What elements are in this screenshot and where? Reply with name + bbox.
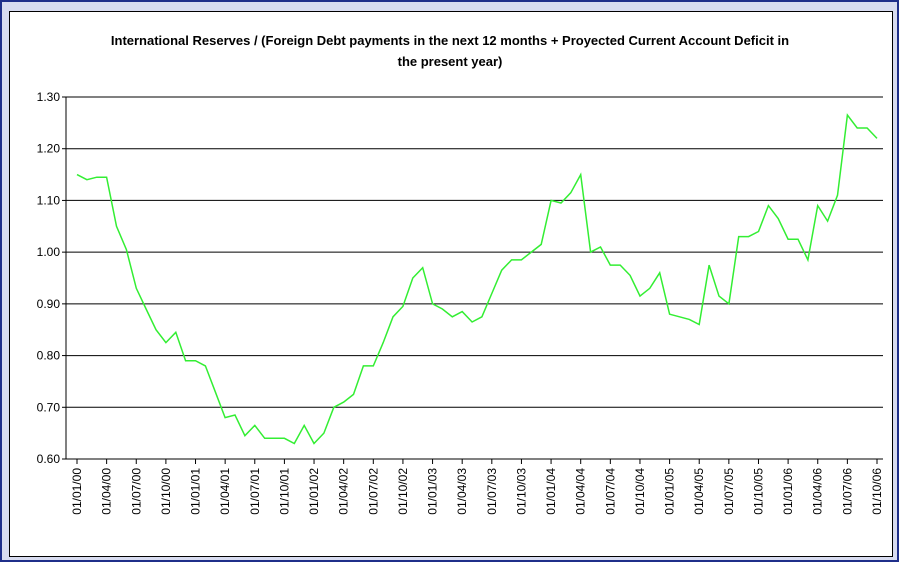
- data-line: [76, 113, 878, 445]
- x-tick-label: 01/07/04: [603, 468, 617, 515]
- chart-title: International Reserves / (Foreign Debt p…: [110, 33, 790, 69]
- x-tick-label: 01/07/05: [722, 468, 736, 515]
- x-tick-label: 01/07/03: [485, 468, 499, 515]
- x-tick-label: 01/07/02: [366, 468, 380, 515]
- x-tick-label: 01/01/02: [307, 468, 321, 515]
- x-tick-label: 01/10/06: [870, 468, 884, 515]
- chart-panel: [9, 11, 893, 557]
- x-tick-label: 01/01/04: [544, 468, 558, 515]
- x-tick-label: 01/04/00: [100, 468, 114, 515]
- x-tick-label: 01/10/00: [159, 468, 173, 515]
- x-tick-label: 01/04/04: [574, 468, 588, 515]
- x-tick-label: 01/04/05: [692, 468, 706, 515]
- x-tick-label: 01/07/06: [840, 468, 854, 515]
- x-tick-label: 01/04/06: [811, 468, 825, 515]
- x-tick-label: 01/01/03: [426, 468, 440, 515]
- x-tick-label: 01/10/03: [514, 468, 528, 515]
- x-tick-label: 01/10/05: [751, 468, 765, 515]
- x-tick-label: 01/07/01: [248, 468, 262, 515]
- x-tick-label: 01/01/06: [781, 468, 795, 515]
- y-tick-label: 0.60: [37, 452, 61, 466]
- x-tick-label: 01/01/05: [663, 468, 677, 515]
- y-tick-label: 0.80: [37, 349, 61, 363]
- y-tick-label: 1.30: [37, 90, 61, 104]
- y-tick-label: 1.20: [37, 142, 61, 156]
- x-tick-label: 01/04/03: [455, 468, 469, 515]
- x-tick-label: 01/01/01: [189, 468, 203, 515]
- y-tick-label: 1.00: [37, 245, 61, 259]
- x-tick-label: 01/01/00: [70, 468, 84, 515]
- x-tick-label: 01/04/02: [337, 468, 351, 515]
- x-tick-label: 01/10/01: [277, 468, 291, 515]
- x-tick-label: 01/07/00: [129, 468, 143, 515]
- x-tick-label: 01/10/02: [396, 468, 410, 515]
- y-tick-label: 0.90: [37, 297, 61, 311]
- y-tick-label: 0.70: [37, 400, 61, 414]
- x-tick-label: 01/04/01: [218, 468, 232, 515]
- y-tick-label: 1.10: [37, 193, 61, 207]
- x-tick-label: 01/10/04: [633, 468, 647, 515]
